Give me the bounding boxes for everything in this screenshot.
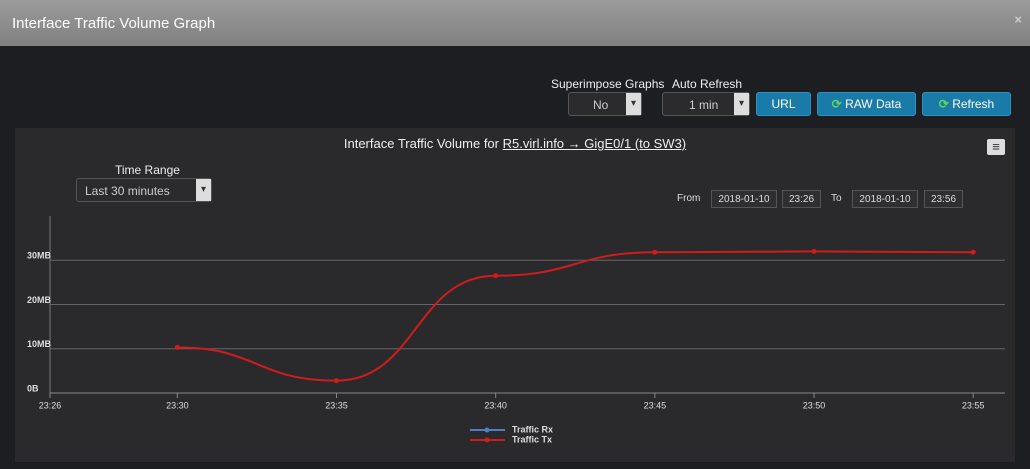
select-value: 1 min bbox=[689, 98, 719, 112]
point bbox=[652, 249, 658, 255]
menu-button[interactable]: ≡ bbox=[987, 139, 1005, 155]
header: Interface Traffic Volume Graph × bbox=[0, 0, 1030, 46]
point bbox=[811, 248, 817, 254]
from-time[interactable]: 23:26 bbox=[782, 190, 821, 208]
auto-refresh-select[interactable]: 1 min ▾ bbox=[662, 92, 750, 116]
legend-marker bbox=[484, 437, 490, 443]
point bbox=[970, 249, 976, 255]
y-tick-label: 0B bbox=[27, 383, 39, 393]
superimpose-select[interactable]: No ▾ bbox=[568, 92, 642, 116]
chart-panel: Interface Traffic Volume for R5.virl.inf… bbox=[15, 128, 1015, 462]
auto-refresh-label: Auto Refresh bbox=[672, 77, 743, 91]
refresh-button[interactable]: ⟳ Refresh bbox=[922, 92, 1011, 116]
to-label: To bbox=[831, 193, 842, 204]
x-tick-label: 23:45 bbox=[644, 400, 667, 410]
chart-title-link[interactable]: R5.virl.info → GigE0/1 (to SW3) bbox=[502, 136, 687, 151]
x-tick-label: 23:26 bbox=[39, 400, 62, 410]
point bbox=[493, 273, 499, 279]
time-range-select[interactable]: Last 30 minutes ▾ bbox=[76, 178, 212, 202]
select-value: No bbox=[593, 98, 609, 112]
time-range-label: Time Range bbox=[115, 163, 180, 177]
chart-title: Interface Traffic Volume for R5.virl.inf… bbox=[15, 136, 1015, 151]
raw-data-button[interactable]: ⟳ RAW Data bbox=[817, 92, 916, 116]
x-tick-label: 23:30 bbox=[166, 400, 189, 410]
select-value: Last 30 minutes bbox=[85, 184, 170, 198]
from-label: From bbox=[677, 193, 701, 204]
from-date[interactable]: 2018-01-10 bbox=[711, 190, 777, 208]
button-text: RAW Data bbox=[845, 97, 902, 111]
to-time[interactable]: 23:56 bbox=[924, 190, 963, 208]
y-tick-label: 20MB bbox=[27, 295, 52, 305]
close-button[interactable]: × bbox=[1014, 12, 1022, 27]
to-date[interactable]: 2018-01-10 bbox=[852, 190, 918, 208]
x-tick-label: 23:55 bbox=[962, 400, 985, 410]
x-tick-label: 23:35 bbox=[325, 400, 348, 410]
x-tick-label: 23:40 bbox=[484, 400, 507, 410]
point bbox=[174, 344, 180, 350]
series-line bbox=[177, 250, 974, 382]
point bbox=[334, 378, 339, 384]
url-button[interactable]: URL bbox=[756, 92, 811, 116]
legend-label: Traffic Tx bbox=[512, 434, 552, 444]
legend-marker bbox=[484, 427, 490, 433]
y-tick-label: 30MB bbox=[27, 251, 52, 261]
y-tick-label: 10MB bbox=[27, 339, 52, 349]
superimpose-label: Superimpose Graphs bbox=[551, 77, 665, 91]
header-title: Interface Traffic Volume Graph bbox=[12, 15, 216, 32]
x-tick-label: 23:50 bbox=[803, 400, 826, 410]
chart: 0B 10MB 20MB 30MB 23:26 23:30 23:35 23:40 23:45 2… bbox=[27, 216, 1005, 444]
button-text: URL bbox=[771, 97, 796, 111]
button-text: Refresh bbox=[952, 97, 995, 111]
legend-label: Traffic Rx bbox=[512, 424, 553, 434]
chart-title-text: Interface Traffic Volume for bbox=[343, 136, 499, 151]
